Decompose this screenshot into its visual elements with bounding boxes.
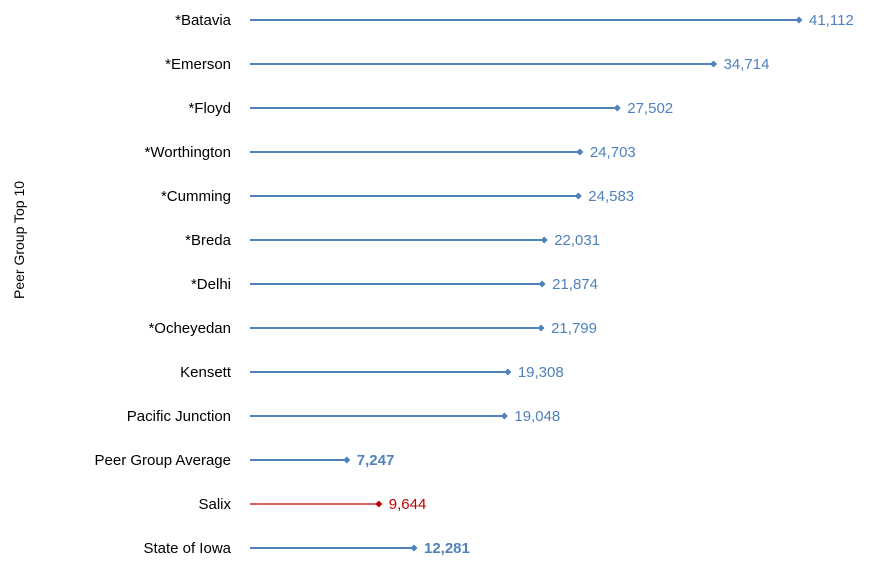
value-label: 12,281 — [424, 540, 470, 557]
category-label: Salix — [198, 496, 231, 513]
category-label: Kensett — [180, 364, 232, 381]
chart-marks: *Batavia 41,112 *Emerson 34,714 *Floyd 27,502… — [95, 12, 854, 557]
lollipop-marker — [410, 544, 418, 552]
value-label: 34,714 — [724, 56, 770, 73]
lollipop-marker — [375, 500, 383, 508]
value-label: 19,308 — [518, 364, 564, 381]
lollipop-marker — [537, 324, 545, 332]
lollipop-marker — [540, 236, 548, 244]
category-label: Pacific Junction — [127, 408, 231, 425]
lollipop-marker — [576, 148, 584, 156]
value-label: 41,112 — [809, 12, 854, 29]
value-label: 9,644 — [389, 496, 427, 513]
category-label: *Breda — [185, 232, 232, 249]
value-label: 21,799 — [551, 320, 597, 337]
category-label: Peer Group Average — [95, 452, 231, 469]
value-label: 27,502 — [627, 100, 673, 117]
value-label: 24,703 — [590, 144, 636, 161]
category-label: *Ocheyedan — [148, 320, 231, 337]
category-label: *Emerson — [165, 56, 231, 73]
lollipop-marker — [574, 192, 582, 200]
value-label: 21,874 — [552, 276, 598, 293]
lollipop-marker — [795, 16, 803, 24]
lollipop-marker — [504, 368, 512, 376]
category-label: *Delhi — [191, 276, 231, 293]
y-axis-title: Peer Group Top 10 — [11, 181, 27, 299]
value-label: 22,031 — [554, 232, 600, 249]
category-label: *Batavia — [175, 12, 232, 29]
category-label: State of Iowa — [143, 540, 231, 557]
value-label: 19,048 — [514, 408, 560, 425]
lollipop-marker — [710, 60, 718, 68]
value-label: 7,247 — [357, 452, 395, 469]
category-label: *Worthington — [145, 144, 231, 161]
lollipop-marker — [613, 104, 621, 112]
value-label: 24,583 — [588, 188, 634, 205]
lollipop-marker — [500, 412, 508, 420]
lollipop-marker — [343, 456, 351, 464]
lollipop-marker — [538, 280, 546, 288]
category-label: *Floyd — [188, 100, 231, 117]
category-label: *Cumming — [161, 188, 231, 205]
